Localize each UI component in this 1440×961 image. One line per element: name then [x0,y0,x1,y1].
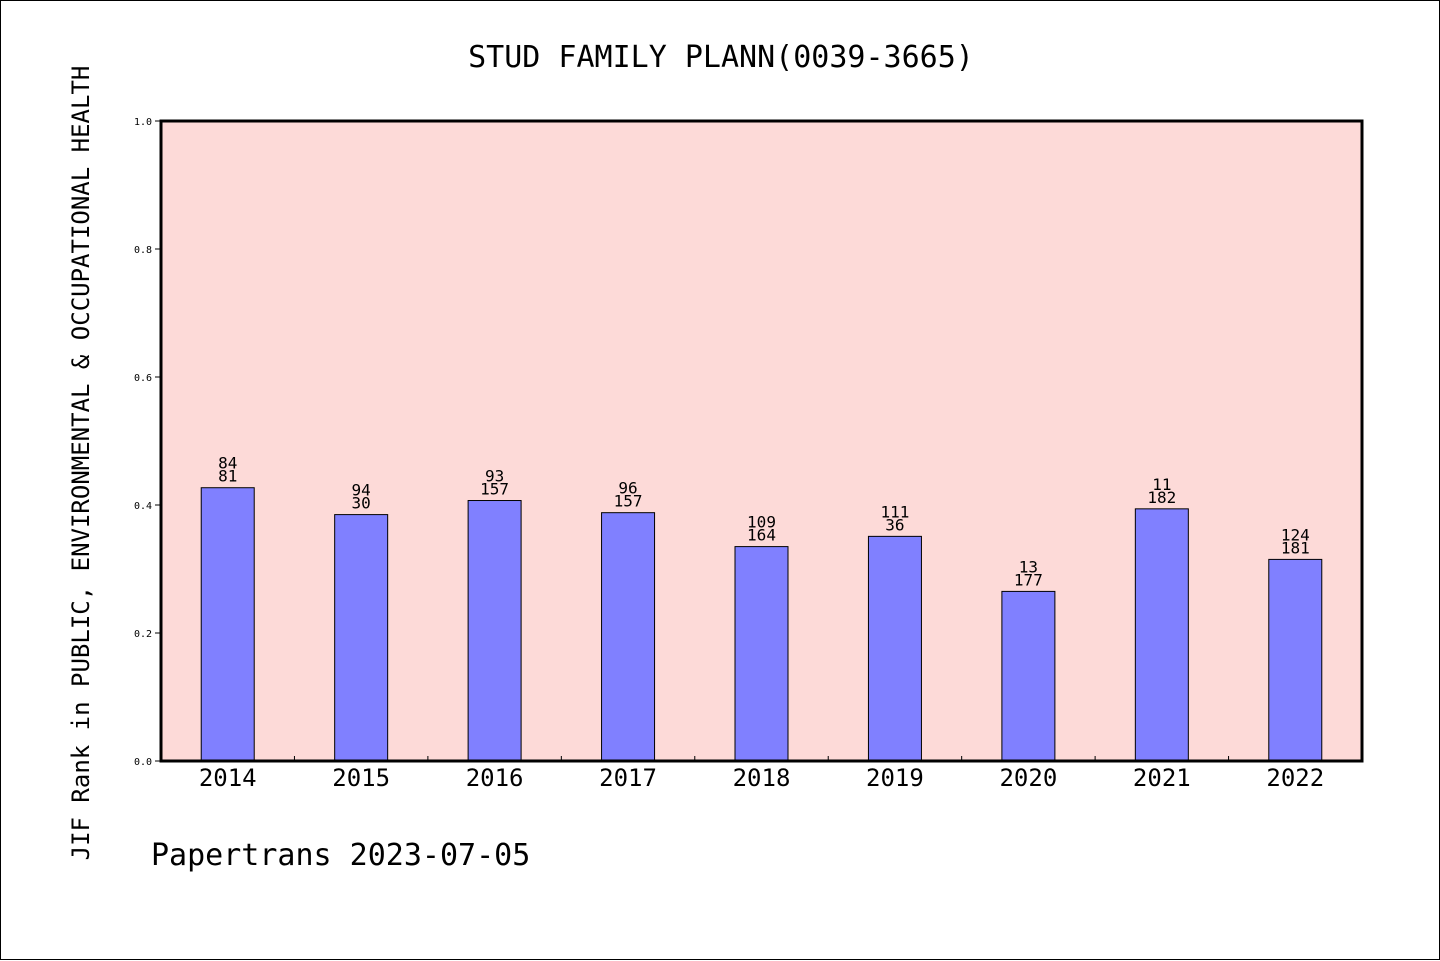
bar-label-top: 13 [1019,557,1038,576]
bar-label-top: 109 [747,513,776,532]
bar-2017 [601,512,656,762]
bar-label-bottom: 81 [218,467,237,486]
bar-2018 [734,546,789,762]
bar-label-bottom: 157 [480,480,509,499]
chart-title: STUD FAMILY PLANN(0039-3665) [468,40,974,75]
y-tick-label: 0.0 [134,757,152,768]
y-tick-label: 0.4 [134,501,152,512]
y-ticks-layer: 0.0 0.2 0.4 0.6 0.8 1.0 [134,117,161,768]
bar-label-top: 111 [880,502,909,521]
bar-label-bottom: 30 [352,494,371,513]
bar-label-top: 93 [485,467,504,486]
y-tick-label: 1.0 [134,117,152,128]
bar-2014 [200,487,255,762]
bar-2021 [1134,508,1189,762]
y-axis-label: JIF Rank in PUBLIC, ENVIRONMENTAL & OCCU… [67,66,95,861]
x-tick-label: 2020 [999,764,1057,792]
x-tick-label: 2015 [332,764,390,792]
bar-label-bottom: 177 [1014,570,1043,589]
bar-label-bottom: 181 [1281,538,1310,557]
x-tick-label: 2016 [466,764,524,792]
bar-label-bottom: 164 [747,526,776,545]
bar-2015 [334,514,389,762]
y-tick-label: 0.8 [134,245,152,256]
bar-label-top: 11 [1152,475,1171,494]
y-tick-label: 0.2 [134,629,152,640]
x-tick-label: 2019 [866,764,924,792]
bar-label-bottom: 157 [614,492,643,511]
bar-label-bottom: 36 [885,515,904,534]
x-tick-label: 2014 [199,764,257,792]
footer-credit: Papertrans 2023-07-05 [151,838,530,873]
bar-label-top: 96 [618,479,637,498]
bar-2020 [1001,590,1056,762]
x-tick-label: 2021 [1133,764,1191,792]
x-tick-label: 2018 [733,764,791,792]
bar-label-top: 124 [1281,525,1310,544]
plot-border [159,119,1364,763]
bar-2019 [867,535,922,762]
x-ticks-layer: 2014 2015 2016 2017 2018 2019 2020 2021 2022 [199,756,1324,792]
bar-label-bottom: 182 [1147,488,1176,507]
bar-2016 [467,500,522,762]
x-tick-label: 2017 [599,764,657,792]
bar-label-top: 84 [218,454,237,473]
y-tick-label: 0.6 [134,373,152,384]
bar-2022 [1268,558,1323,762]
x-tick-label: 2022 [1266,764,1324,792]
bar-label-top: 94 [352,481,371,500]
